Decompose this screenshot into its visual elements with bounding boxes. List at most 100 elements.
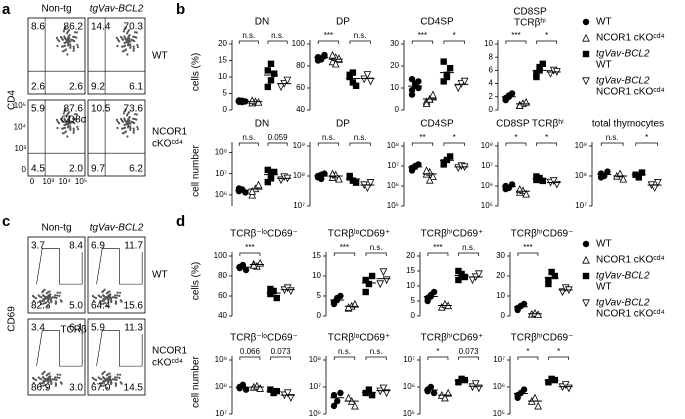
event-dot	[113, 296, 116, 299]
event-dot	[92, 299, 95, 303]
event-dot	[107, 381, 110, 384]
event-dot	[42, 376, 45, 379]
significance-bracket	[267, 40, 288, 44]
event-dot	[114, 294, 117, 297]
data-point	[366, 77, 375, 86]
plot-title: TCRβʰⁱCD69⁻	[511, 229, 574, 240]
plot-title: CD8SP	[513, 7, 547, 18]
data-point	[517, 302, 525, 310]
event-dot	[92, 381, 95, 385]
legend-marker	[582, 18, 590, 26]
data-point	[368, 272, 376, 280]
event-dot	[59, 117, 63, 121]
legend-marker	[582, 299, 590, 308]
data-point	[444, 388, 453, 397]
event-dot	[123, 28, 126, 31]
quadrant-value: 10.5	[91, 104, 111, 115]
data-point	[264, 67, 271, 74]
quadrant-value: 87.6	[64, 104, 84, 115]
data-point	[653, 179, 662, 187]
event-dot	[91, 376, 95, 380]
significance-bracket	[239, 252, 261, 256]
event-dot	[61, 50, 64, 53]
x-tick-label: 10⁵	[75, 177, 87, 186]
event-dot	[109, 293, 112, 296]
data-point	[376, 280, 385, 289]
data-point	[267, 386, 274, 393]
data-point	[515, 101, 524, 109]
y-tick-label: 10	[312, 271, 321, 280]
data-point	[533, 73, 540, 81]
quadrant-value: 14.5	[124, 383, 144, 394]
event-dot	[58, 294, 61, 297]
data-point	[344, 303, 353, 311]
significance-bracket	[517, 356, 539, 360]
quadrant-value: 5.0	[69, 301, 83, 312]
plot-frame	[27, 99, 86, 177]
row-label: WT	[152, 51, 168, 62]
event-dot	[108, 290, 111, 293]
event-dot	[60, 300, 63, 303]
significance-bracket	[635, 142, 658, 146]
event-dot	[40, 303, 43, 306]
y-tick-label: 40	[296, 105, 305, 114]
event-dot	[58, 376, 61, 379]
significance-label: ***	[433, 243, 442, 252]
event-dot	[65, 121, 68, 125]
legend-marker	[582, 77, 590, 86]
y-tick-label: 10	[390, 83, 399, 92]
event-dot	[121, 45, 124, 48]
data-point	[539, 60, 546, 67]
gate	[96, 330, 143, 367]
quadrant-value: 70.3	[124, 22, 144, 33]
event-dot	[110, 297, 113, 300]
event-dot	[102, 302, 105, 305]
row-label: NCOR1	[152, 346, 187, 357]
x-axis-label: CD8α	[61, 115, 87, 126]
event-dot	[73, 31, 77, 34]
event-dot	[68, 33, 71, 37]
event-dot	[61, 127, 64, 130]
event-dot	[42, 379, 45, 383]
y-tick-label: 0	[395, 105, 400, 114]
x-tick-label: 10³	[43, 177, 55, 186]
significance-bracket	[536, 142, 558, 146]
event-dot	[55, 118, 58, 121]
event-dot	[133, 113, 137, 116]
event-dot	[72, 49, 75, 52]
event-dot	[129, 46, 132, 49]
significance-bracket	[505, 40, 527, 44]
event-dot	[31, 294, 35, 298]
data-point	[446, 65, 454, 72]
event-dot	[63, 35, 66, 38]
data-point	[502, 185, 509, 193]
gate	[96, 248, 143, 285]
event-dot	[63, 28, 66, 31]
y-tick-label: 4	[489, 79, 494, 88]
plot-frame	[87, 99, 146, 177]
y-tick-label: 10⁷	[309, 382, 321, 391]
event-dot	[63, 117, 66, 120]
quadrant-value: 8.4	[69, 241, 83, 252]
plot-title: DP	[336, 17, 350, 28]
y-tick-label: 10	[496, 291, 505, 300]
data-point	[475, 270, 483, 279]
y-tick-label: 8	[489, 52, 494, 61]
significance-label: n.s.	[242, 31, 255, 40]
event-dot	[66, 53, 69, 56]
event-dot	[55, 36, 58, 39]
data-point	[471, 380, 480, 389]
plot-title: TCRβˡᵒCD69⁺	[328, 229, 391, 240]
event-dot	[32, 299, 35, 303]
y-tick-label: 10⁷	[403, 355, 415, 364]
y-tick-label: 10⁸	[481, 141, 493, 150]
y-tick-label: 30	[390, 39, 399, 48]
event-dot	[124, 108, 127, 111]
event-dot	[124, 26, 127, 29]
event-dot	[127, 111, 131, 114]
event-dot	[123, 117, 126, 120]
y-tick-label: 10⁶	[387, 181, 399, 190]
data-point	[352, 179, 360, 186]
event-dot	[76, 43, 79, 47]
event-dot	[116, 373, 119, 376]
